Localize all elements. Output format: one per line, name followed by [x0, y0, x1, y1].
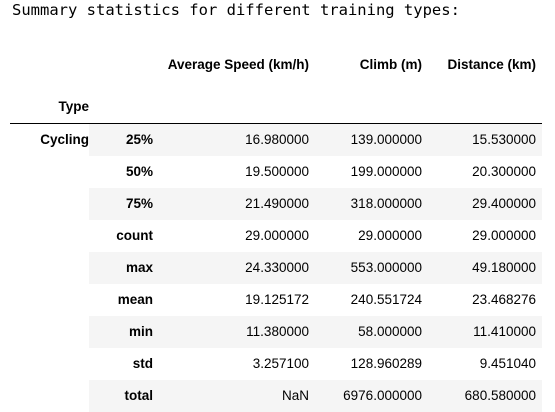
- group-label: Cycling: [10, 124, 89, 412]
- cell-distance: 49.180000: [422, 252, 542, 284]
- cell-speed: 19.125172: [153, 284, 309, 316]
- blank-header: [10, 49, 89, 87]
- column-header-climb: Climb (m): [309, 49, 422, 87]
- table-row: total NaN 6976.000000 680.580000: [10, 380, 542, 412]
- cell-climb: 199.000000: [309, 156, 422, 188]
- cell-speed: 11.380000: [153, 316, 309, 348]
- index-name-header: Type: [10, 87, 89, 124]
- cell-speed: NaN: [153, 380, 309, 412]
- row-label: count: [89, 220, 153, 252]
- cell-climb: 6976.000000: [309, 380, 422, 412]
- row-label: total: [89, 380, 153, 412]
- cell-climb: 318.000000: [309, 188, 422, 220]
- index-header-row: Type: [10, 87, 542, 124]
- cell-distance: 11.410000: [422, 316, 542, 348]
- table-row: 50% 19.500000 199.000000 20.300000: [10, 156, 542, 188]
- table-row: 75% 21.490000 318.000000 29.400000: [10, 188, 542, 220]
- cell-speed: 21.490000: [153, 188, 309, 220]
- summary-table: Average Speed (km/h) Climb (m) Distance …: [10, 49, 542, 412]
- cell-speed: 16.980000: [153, 124, 309, 157]
- cell-distance: 29.400000: [422, 188, 542, 220]
- blank-header: [89, 49, 153, 87]
- cell-distance: 9.451040: [422, 348, 542, 380]
- cell-distance: 680.580000: [422, 380, 542, 412]
- cell-distance: 15.530000: [422, 124, 542, 157]
- cell-climb: 240.551724: [309, 284, 422, 316]
- table-row: count 29.000000 29.000000 29.000000: [10, 220, 542, 252]
- row-label: min: [89, 316, 153, 348]
- cell-climb: 29.000000: [309, 220, 422, 252]
- row-label: 75%: [89, 188, 153, 220]
- cell-speed: 19.500000: [153, 156, 309, 188]
- cell-distance: 23.468276: [422, 284, 542, 316]
- cell-climb: 128.960289: [309, 348, 422, 380]
- table-row: min 11.380000 58.000000 11.410000: [10, 316, 542, 348]
- column-header-speed: Average Speed (km/h): [153, 49, 309, 87]
- row-label: max: [89, 252, 153, 284]
- cell-speed: 24.330000: [153, 252, 309, 284]
- cell-speed: 29.000000: [153, 220, 309, 252]
- table-row: Cycling 25% 16.980000 139.000000 15.5300…: [10, 124, 542, 157]
- table-row: mean 19.125172 240.551724 23.468276: [10, 284, 542, 316]
- table-row: std 3.257100 128.960289 9.451040: [10, 348, 542, 380]
- row-label: 50%: [89, 156, 153, 188]
- cell-distance: 29.000000: [422, 220, 542, 252]
- row-label: mean: [89, 284, 153, 316]
- column-header-row: Average Speed (km/h) Climb (m) Distance …: [10, 49, 542, 87]
- table-row: max 24.330000 553.000000 49.180000: [10, 252, 542, 284]
- column-header-distance: Distance (km): [422, 49, 542, 87]
- cell-climb: 139.000000: [309, 124, 422, 157]
- cell-climb: 553.000000: [309, 252, 422, 284]
- row-label: std: [89, 348, 153, 380]
- row-label: 25%: [89, 124, 153, 157]
- output-text: Summary statistics for different trainin…: [12, 0, 460, 20]
- cell-climb: 58.000000: [309, 316, 422, 348]
- cell-speed: 3.257100: [153, 348, 309, 380]
- cell-distance: 20.300000: [422, 156, 542, 188]
